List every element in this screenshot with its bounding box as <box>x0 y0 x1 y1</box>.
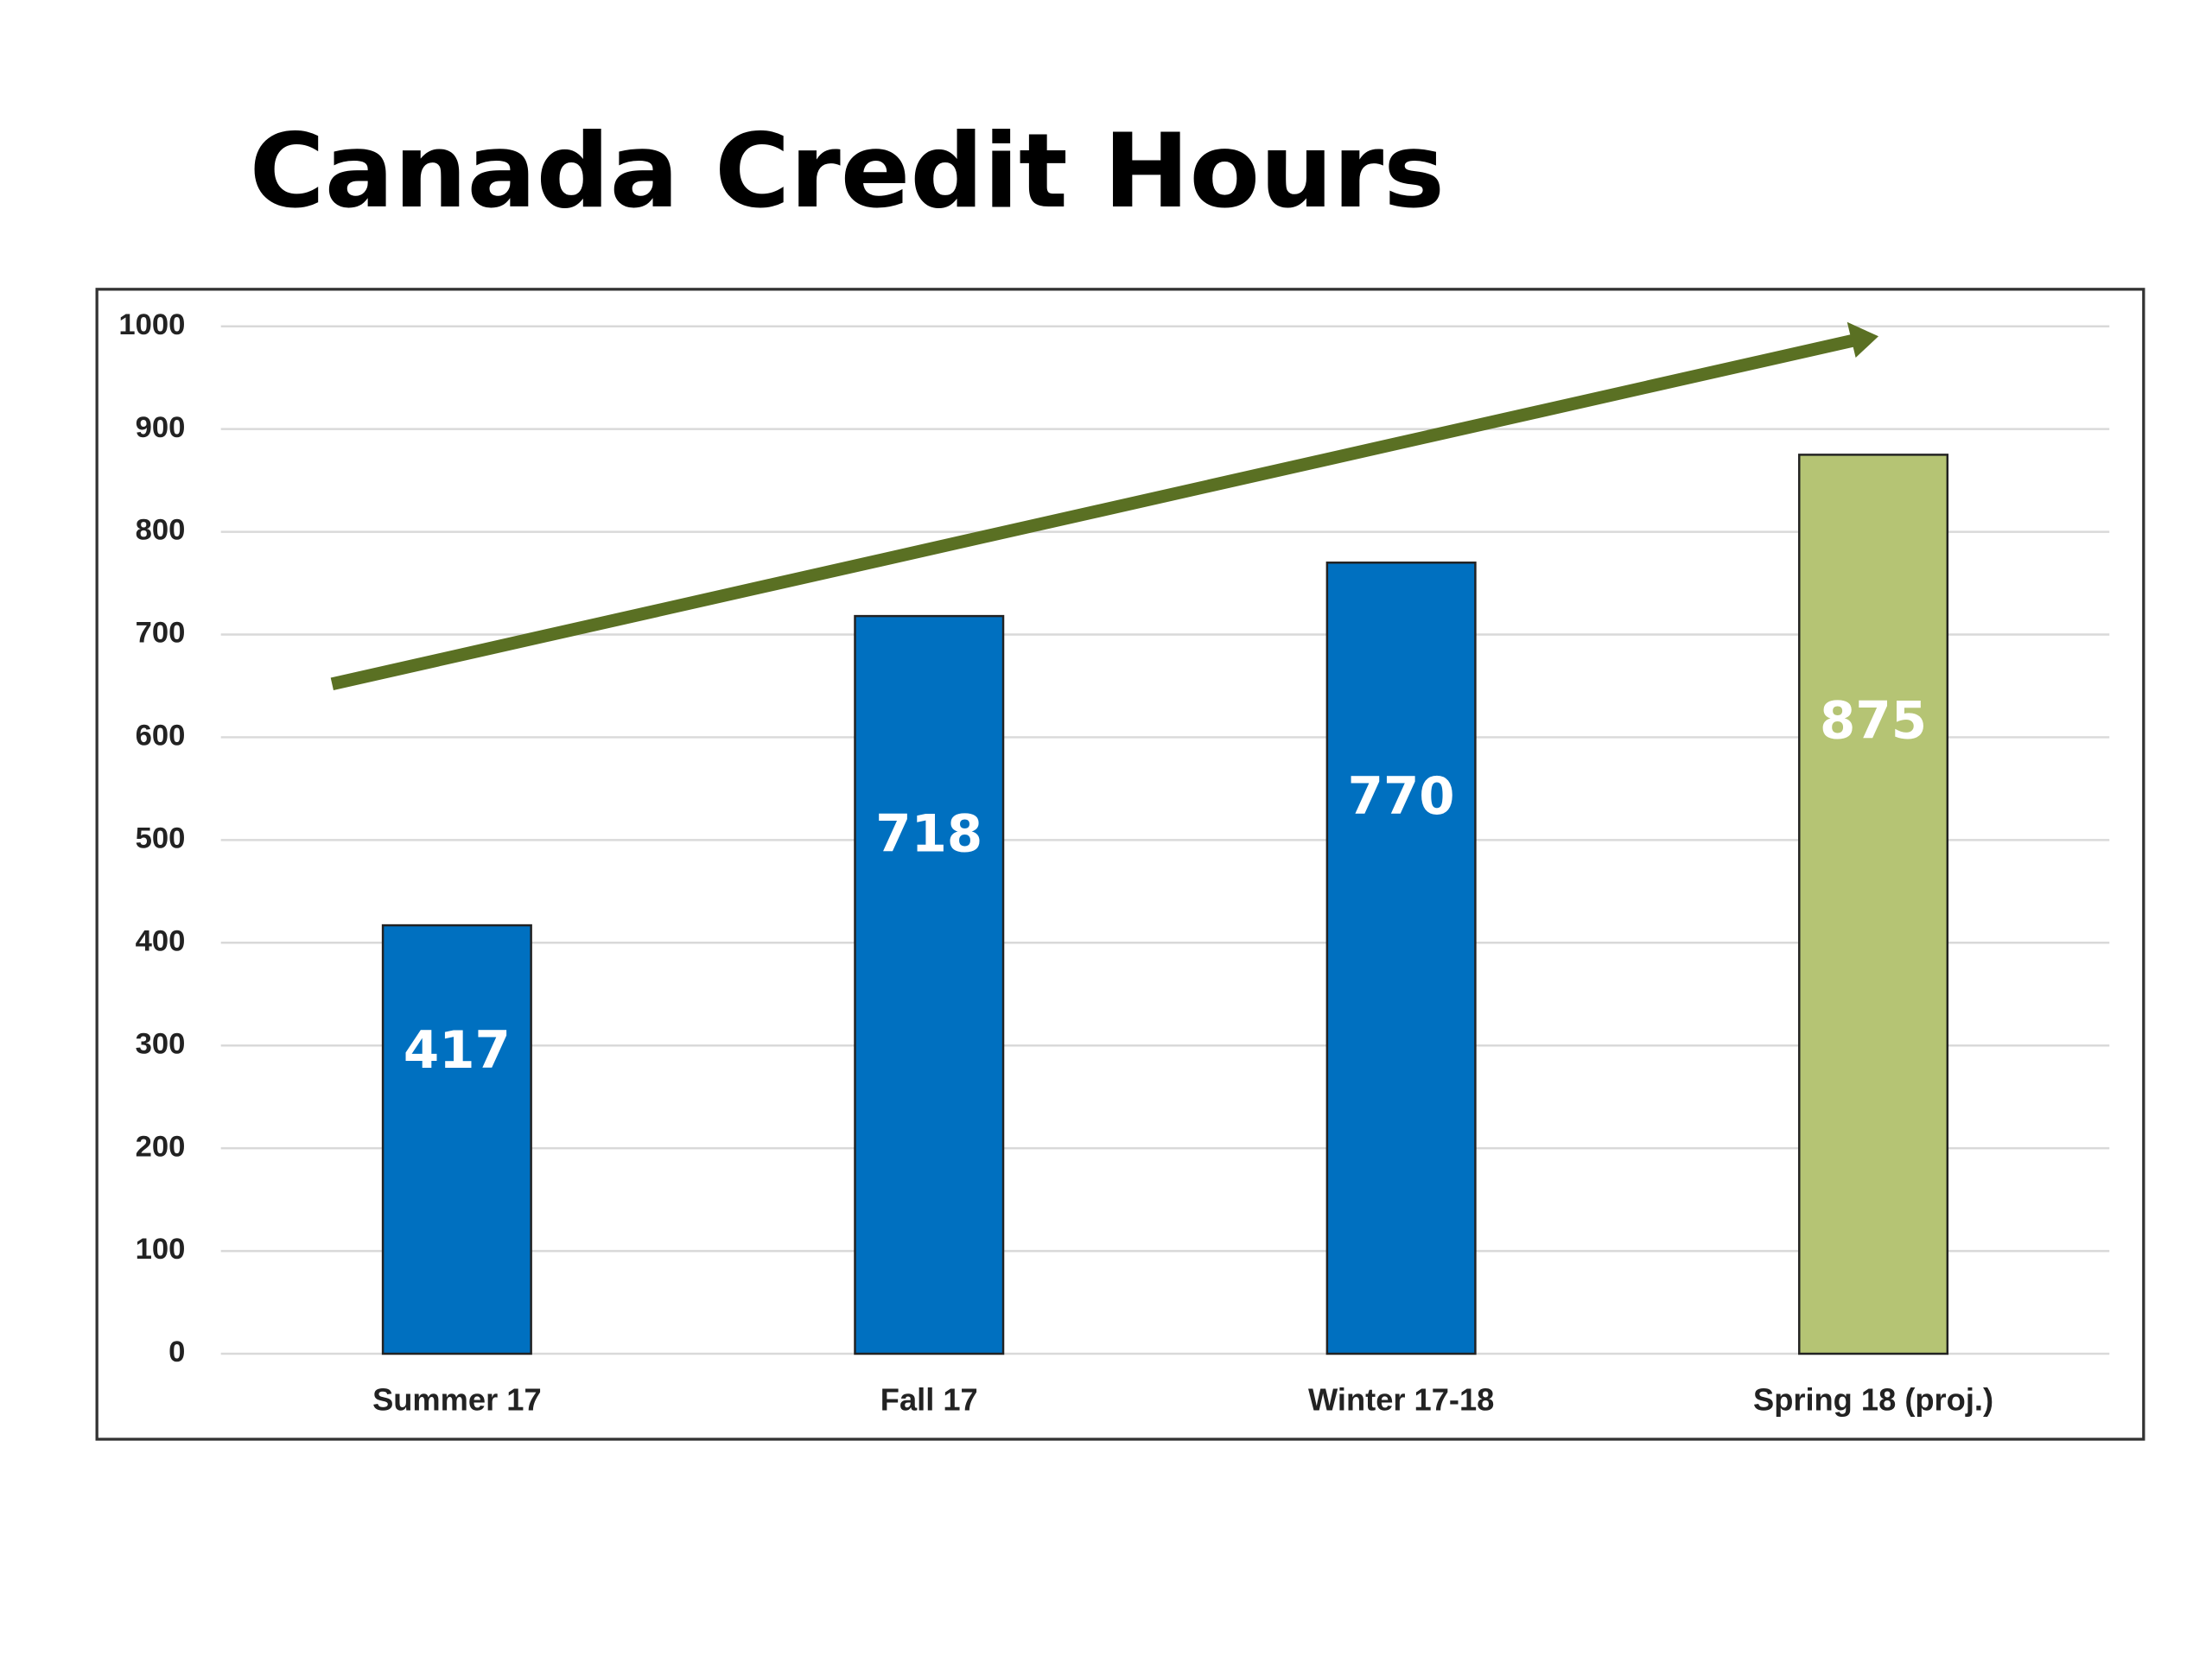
x-tick-label: Winter 17-18 <box>1308 1382 1494 1418</box>
trend-arrow-shaft <box>330 333 1854 690</box>
y-tick-label: 400 <box>136 924 186 957</box>
y-tick-label: 500 <box>136 822 186 855</box>
y-tick-label: 900 <box>136 411 186 444</box>
bar <box>854 614 1005 1355</box>
x-tick-label: Fall 17 <box>880 1382 978 1418</box>
data-label: 417 <box>404 1021 511 1081</box>
data-label: 718 <box>875 804 982 864</box>
y-tick-label: 300 <box>136 1027 186 1060</box>
y-tick-label: 800 <box>136 514 186 547</box>
chart-frame <box>95 288 2145 1441</box>
bar <box>1325 562 1477 1355</box>
y-tick-label: 100 <box>136 1233 186 1266</box>
plot-area: 0 100 200 300 400 500 600 700 800 900 1000 Summer 1… <box>118 308 2110 1418</box>
bar <box>1798 454 1949 1355</box>
y-tick-label: 0 <box>168 1336 185 1368</box>
data-label: 875 <box>1820 692 1927 752</box>
y-tick-label: 700 <box>136 617 186 650</box>
trend-arrow-head <box>1847 321 1879 359</box>
data-label: 770 <box>1348 767 1455 827</box>
chart-title: Canada Credit Hours <box>250 112 1445 232</box>
trend-arrow <box>330 321 1879 690</box>
y-tick-label: 600 <box>136 720 186 752</box>
y-tick-label: 200 <box>136 1130 186 1163</box>
x-tick-label: Spring 18 (proj.) <box>1753 1382 1993 1418</box>
x-tick-label: Summer 17 <box>372 1382 542 1418</box>
y-tick-label: 1000 <box>118 308 185 341</box>
bar <box>381 924 532 1355</box>
